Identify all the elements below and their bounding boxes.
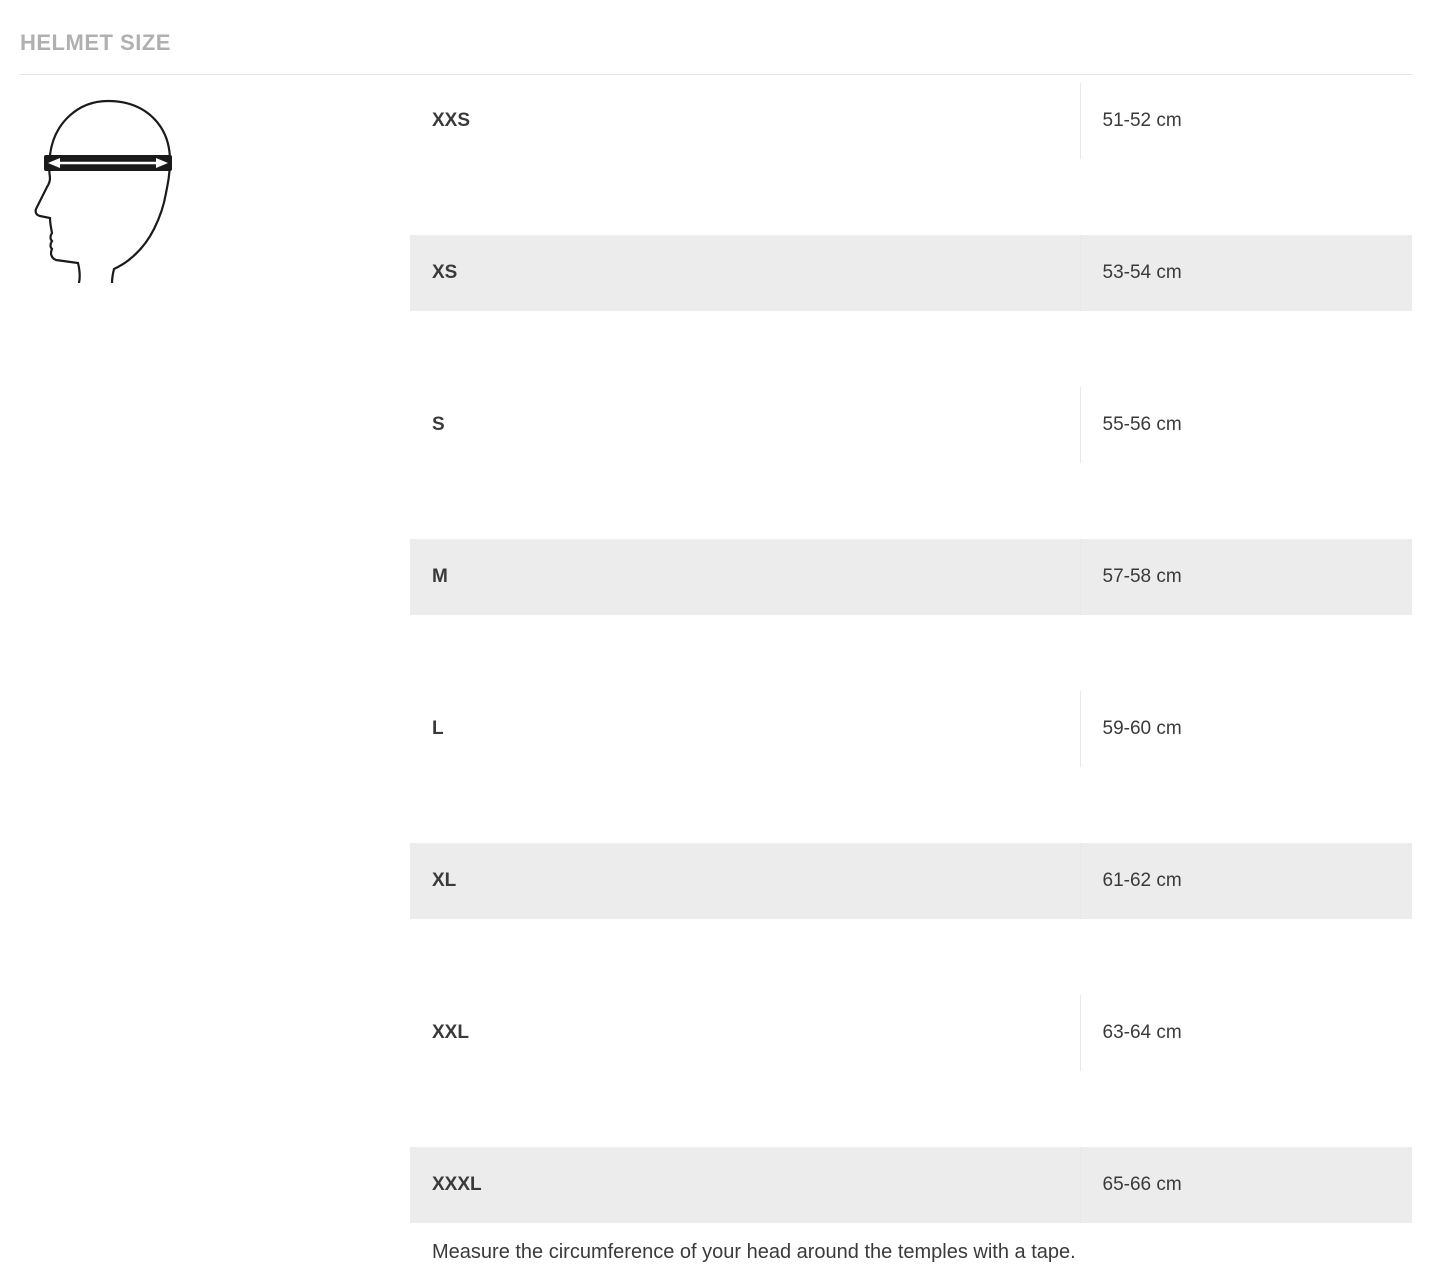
size-label: XXXL <box>410 1147 1080 1223</box>
table-column: XXS 51-52 cm XS 53-54 cm S 55-56 cm <box>410 83 1412 1264</box>
instruction-text: Measure the circumference of your head a… <box>410 1223 1412 1264</box>
size-value: 65-66 cm <box>1080 1147 1412 1223</box>
size-label: M <box>410 539 1080 615</box>
size-label: XXL <box>410 995 1080 1071</box>
table-row: M 57-58 cm <box>410 539 1412 615</box>
icon-column <box>20 83 410 1264</box>
table-row: XS 53-54 cm <box>410 235 1412 311</box>
size-label: XS <box>410 235 1080 311</box>
size-value: 53-54 cm <box>1080 235 1412 311</box>
size-guide-container: HELMET SIZE XXS 51-52 cm <box>0 0 1432 1284</box>
size-value: 57-58 cm <box>1080 539 1412 615</box>
size-label: L <box>410 691 1080 767</box>
table-row: XL 61-62 cm <box>410 843 1412 919</box>
content-row: XXS 51-52 cm XS 53-54 cm S 55-56 cm <box>20 75 1412 1264</box>
size-table: XXS 51-52 cm XS 53-54 cm S 55-56 cm <box>410 83 1412 1223</box>
head-measurement-icon <box>30 93 190 283</box>
size-value: 55-56 cm <box>1080 387 1412 463</box>
table-row: S 55-56 cm <box>410 387 1412 463</box>
section-title: HELMET SIZE <box>20 30 1412 56</box>
size-label: XL <box>410 843 1080 919</box>
table-row: XXS 51-52 cm <box>410 83 1412 159</box>
table-row: XXXL 65-66 cm <box>410 1147 1412 1223</box>
table-row: L 59-60 cm <box>410 691 1412 767</box>
size-label: XXS <box>410 83 1080 159</box>
size-value: 63-64 cm <box>1080 995 1412 1071</box>
table-row: XXL 63-64 cm <box>410 995 1412 1071</box>
size-value: 61-62 cm <box>1080 843 1412 919</box>
size-label: S <box>410 387 1080 463</box>
size-value: 59-60 cm <box>1080 691 1412 767</box>
size-value: 51-52 cm <box>1080 83 1412 159</box>
